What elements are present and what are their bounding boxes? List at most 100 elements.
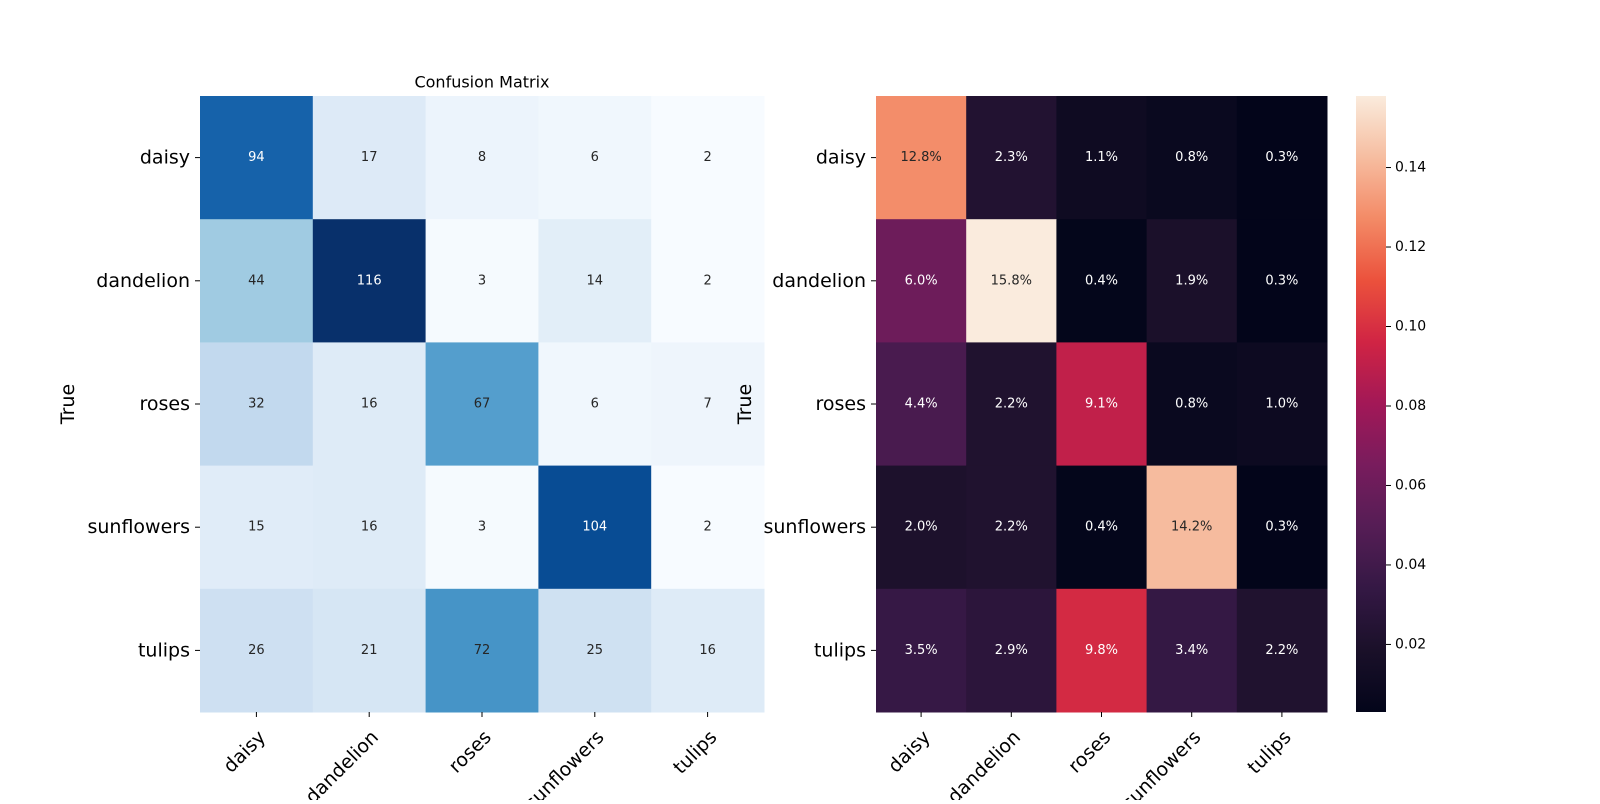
cell-value-label: 44 (248, 273, 265, 288)
heatmap-cell (1146, 588, 1238, 713)
heatmap-cell (876, 96, 967, 220)
heatmap-cell (1236, 219, 1328, 343)
cell-value-label: 26 (248, 643, 265, 658)
y-tick-label: dandelion (772, 270, 866, 292)
y-tick-label: roses (815, 393, 866, 415)
x-tick-label: dandelion (943, 726, 1025, 800)
heatmap-cell (425, 96, 539, 220)
cell-value-label: 16 (699, 643, 716, 658)
cell-value-label: 17 (361, 150, 378, 165)
heatmap-cell (1146, 465, 1238, 590)
heatmap-cell (425, 342, 539, 467)
y-axis-label: True (734, 384, 756, 425)
cell-value-label: 25 (587, 643, 604, 658)
heatmap-cell (876, 219, 967, 343)
y-tick-label: dandelion (96, 270, 190, 292)
cell-value-label: 9.8% (1085, 643, 1118, 658)
cell-value-label: 21 (361, 643, 378, 658)
cell-value-label: 15.8% (991, 273, 1032, 288)
heatmap-cell (538, 219, 652, 343)
cell-value-label: 15 (248, 520, 265, 535)
cell-value-label: 67 (474, 397, 491, 412)
x-tick-label: dandelion (301, 726, 383, 800)
cell-value-label: 12.8% (900, 150, 941, 165)
cell-value-label: 14 (587, 273, 604, 288)
heatmap-cell (312, 465, 427, 590)
cell-value-label: 6.0% (905, 273, 938, 288)
cell-value-label: 1.1% (1085, 150, 1118, 165)
heatmap-cell (538, 465, 652, 590)
heatmap-cell (312, 96, 427, 220)
y-tick-label: daisy (140, 147, 190, 169)
y-tick-label: sunflowers (763, 516, 866, 538)
heatmap-cell (1146, 342, 1238, 467)
heatmap-cell (876, 342, 967, 467)
heatmap-cell (1146, 219, 1238, 343)
cell-value-label: 2.2% (995, 520, 1028, 535)
heatmap-cell (651, 588, 765, 713)
x-tick-label: roses (445, 726, 496, 777)
heatmap-cell (312, 342, 427, 467)
x-tick-label: tulips (669, 726, 721, 778)
y-tick-label: daisy (816, 147, 866, 169)
x-tick-label: sunflowers (1117, 726, 1205, 800)
heatmap-cell (200, 465, 314, 590)
heatmap-cell (1146, 96, 1238, 220)
cell-value-label: 104 (582, 520, 607, 535)
cell-value-label: 3.5% (905, 643, 938, 658)
cell-value-label: 2.9% (995, 643, 1028, 658)
x-tick-label: roses (1064, 726, 1115, 777)
heatmap-1: 94 17 8 6 244 116 3 14 232 16 67 6 715 16 3 104 226 21 72 2… (57, 73, 765, 804)
cell-value-label: 0.8% (1175, 397, 1208, 412)
heatmap-cell (966, 588, 1057, 713)
cell-value-label: 2 (703, 150, 711, 165)
cell-value-label: 1.9% (1175, 273, 1208, 288)
heatmap-cell (1236, 588, 1328, 713)
cell-value-label: 94 (248, 150, 265, 165)
cell-value-label: 2 (703, 273, 711, 288)
heatmap-cell (651, 465, 765, 590)
cell-value-label: 9.1% (1085, 397, 1118, 412)
cell-value-label: 6 (591, 150, 599, 165)
heatmap-cell (1056, 96, 1148, 220)
chart-title: Confusion Matrix (414, 73, 549, 92)
cell-value-label: 14.2% (1171, 520, 1212, 535)
colorbar-tick-label: 0.06 (1395, 477, 1426, 493)
cell-value-label: 0.8% (1175, 150, 1208, 165)
colorbar-tick-label: 0.10 (1395, 319, 1426, 335)
heatmap-cell (425, 219, 539, 343)
heatmap-cell (312, 219, 427, 343)
cell-value-label: 3 (478, 520, 486, 535)
heatmap-cell (1236, 465, 1328, 590)
heatmap-cell (966, 219, 1057, 343)
cell-value-label: 72 (474, 643, 491, 658)
y-tick-label: tulips (138, 639, 190, 661)
cell-value-label: 7 (703, 397, 711, 412)
cell-value-label: 4.4% (905, 397, 938, 412)
colorbar-tick-label: 0.02 (1395, 636, 1426, 652)
x-tick-label: daisy (219, 726, 270, 777)
heatmap-cell (200, 219, 314, 343)
cell-value-label: 2.0% (905, 520, 938, 535)
colorbar-tick-label: 0.12 (1395, 239, 1426, 255)
heatmap-cell (966, 96, 1057, 220)
heatmap-cell (1236, 342, 1328, 467)
cell-value-label: 16 (361, 520, 378, 535)
cell-value-label: 0.3% (1265, 150, 1298, 165)
heatmap-cell (1056, 342, 1148, 467)
heatmap-cell (651, 219, 765, 343)
heatmap-cell (966, 342, 1057, 467)
heatmap-cell (651, 96, 765, 220)
cell-value-label: 0.4% (1085, 273, 1118, 288)
heatmap-cell (876, 465, 967, 590)
cell-value-label: 2 (703, 520, 711, 535)
cell-value-label: 1.0% (1265, 397, 1298, 412)
heatmap-cell (1236, 96, 1328, 220)
heatmap-cell (200, 342, 314, 467)
y-tick-label: tulips (814, 639, 866, 661)
heatmap-cell (1056, 588, 1148, 713)
cell-value-label: 32 (248, 397, 265, 412)
cell-value-label: 16 (361, 397, 378, 412)
heatmap-cell (425, 465, 539, 590)
cell-value-label: 116 (357, 273, 382, 288)
